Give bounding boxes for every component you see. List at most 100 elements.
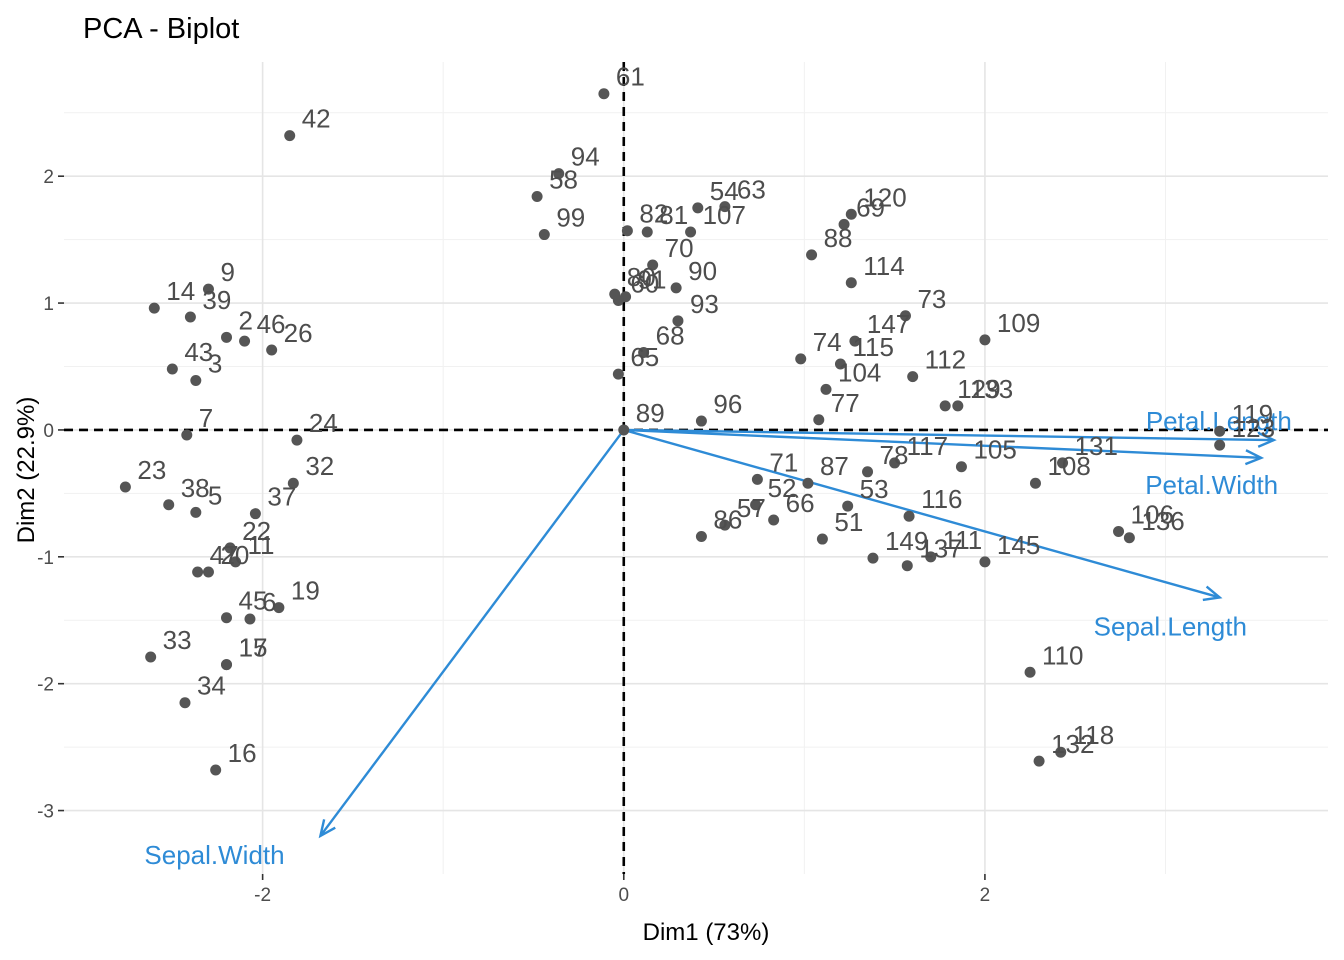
- observation-label: 77: [831, 388, 860, 418]
- observation-point: [621, 225, 633, 237]
- observation-label: 89: [636, 398, 665, 428]
- observation-label: 117: [907, 431, 948, 461]
- observation-point: [210, 764, 222, 776]
- observation-label: 82: [639, 199, 668, 229]
- observation-label: 111: [943, 525, 983, 555]
- observation-label: 94: [571, 142, 600, 172]
- observation-label: 119: [1232, 399, 1273, 429]
- observation-label: 22: [242, 516, 271, 546]
- observation-point: [202, 566, 214, 578]
- x-tick-label: 0: [618, 885, 629, 906]
- observation-point: [1214, 425, 1226, 437]
- observation-label: 86: [713, 505, 742, 535]
- observation-label: 106: [1131, 499, 1174, 529]
- observation-label: 42: [302, 104, 331, 134]
- observation-point: [221, 659, 233, 671]
- observation-label: 37: [267, 482, 296, 512]
- chart-title: PCA - Biplot: [83, 13, 239, 45]
- observation-label: 71: [769, 447, 798, 477]
- observation-label: 51: [834, 507, 863, 537]
- observation-label: 69: [856, 192, 885, 222]
- observation-point: [750, 499, 762, 511]
- observation-point: [1055, 746, 1067, 758]
- observation-point: [751, 473, 763, 485]
- observation-point: [820, 383, 832, 395]
- observation-label: 120: [863, 182, 906, 212]
- x-tick-label: 2: [980, 885, 991, 906]
- observation-point: [647, 259, 659, 271]
- observation-label: 63: [737, 175, 766, 205]
- observation-label: 20: [220, 540, 249, 570]
- observation-point: [899, 310, 911, 322]
- observation-label: 43: [184, 337, 213, 367]
- observation-label: 74: [813, 327, 842, 357]
- observation-point: [695, 531, 707, 543]
- observation-point: [670, 282, 682, 294]
- observation-point: [1113, 525, 1125, 537]
- observation-label: 53: [860, 474, 889, 504]
- observation-point: [166, 363, 178, 375]
- observation-point: [638, 347, 650, 359]
- observation-point: [952, 400, 964, 412]
- observation-label: 81: [659, 200, 688, 230]
- arrow-head-icon: [318, 819, 336, 839]
- observation-label: 2: [239, 305, 253, 335]
- observation-label: 107: [703, 200, 746, 230]
- observation-label: 91: [638, 265, 667, 295]
- observation-label: 99: [556, 203, 585, 233]
- observation-points: [119, 88, 1226, 776]
- observation-point: [538, 229, 550, 241]
- observation-label: 123: [1232, 413, 1275, 443]
- observation-label: 57: [737, 493, 766, 523]
- observation-label: 149: [885, 526, 928, 556]
- observation-label: 32: [305, 451, 334, 481]
- observation-label: 129: [957, 374, 1000, 404]
- observation-label: 133: [970, 374, 1013, 404]
- observation-point: [939, 400, 951, 412]
- variable-label: Sepal.Width: [144, 840, 284, 870]
- observation-label: 105: [973, 435, 1016, 465]
- y-tick-label: 0: [43, 421, 54, 442]
- observation-point: [190, 506, 202, 518]
- observation-point: [202, 283, 214, 295]
- observation-label: 80: [627, 262, 656, 292]
- observation-label: 17: [239, 633, 268, 663]
- variable-label: Sepal.Length: [1094, 611, 1247, 641]
- observation-point: [816, 533, 828, 545]
- observation-label: 132: [1051, 729, 1094, 759]
- observation-point: [1123, 532, 1135, 544]
- observation-label: 60: [630, 269, 659, 299]
- observation-label: 110: [1042, 640, 1083, 670]
- observation-point: [192, 566, 204, 578]
- observation-point: [849, 335, 861, 347]
- y-tick-label: -2: [37, 675, 54, 696]
- observation-point: [806, 249, 818, 261]
- observation-label: 15: [239, 633, 268, 663]
- variable-arrow: [623, 428, 1274, 442]
- observation-label: 118: [1073, 720, 1114, 750]
- y-tick-label: -1: [37, 548, 54, 569]
- observation-point: [903, 510, 915, 522]
- observation-label: 147: [867, 309, 910, 339]
- observation-point: [598, 88, 610, 100]
- observation-label: 34: [197, 671, 226, 701]
- observation-point: [230, 556, 242, 568]
- observation-label: 70: [665, 233, 694, 263]
- observation-point: [979, 334, 991, 346]
- observation-label: 52: [768, 473, 797, 503]
- observation-point: [1057, 457, 1069, 469]
- observation-point: [672, 315, 684, 327]
- observation-point: [842, 500, 854, 512]
- observation-label: 88: [824, 223, 853, 253]
- observation-point: [889, 457, 901, 469]
- observation-point: [1029, 477, 1041, 489]
- observation-label: 116: [921, 484, 962, 514]
- observation-label: 3: [208, 348, 222, 378]
- observation-point: [813, 414, 825, 426]
- observation-label: 11: [248, 530, 275, 560]
- observation-point: [692, 202, 704, 214]
- arrow-head-icon: [1257, 431, 1277, 448]
- x-tick-label: -2: [254, 885, 271, 906]
- observation-point: [244, 613, 256, 625]
